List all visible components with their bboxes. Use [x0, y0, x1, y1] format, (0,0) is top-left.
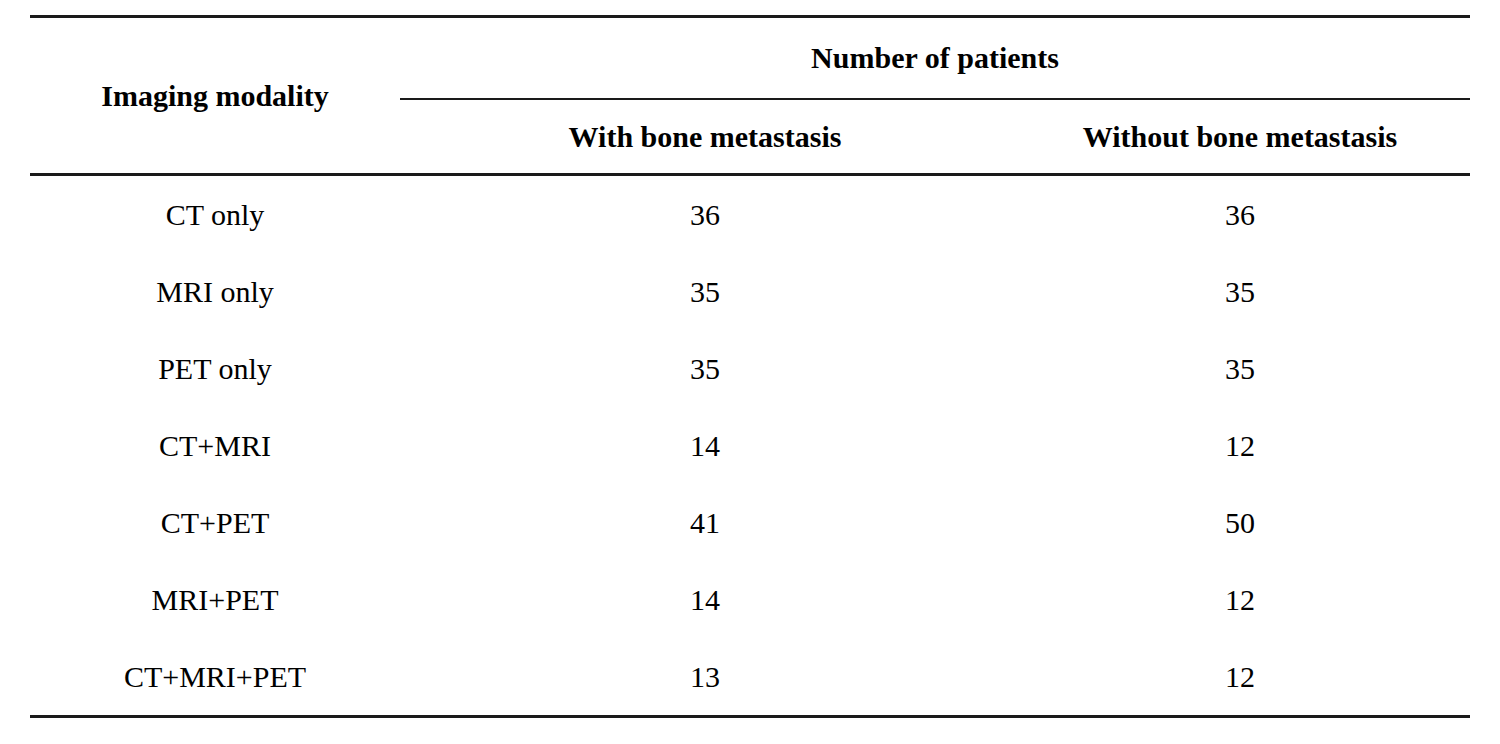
column-group-header-number-of-patients: Number of patients [400, 17, 1470, 100]
modality-cell: CT+MRI [30, 407, 400, 484]
modality-cell: CT+PET [30, 484, 400, 561]
with-metastasis-cell: 36 [400, 175, 1010, 254]
modality-cell: CT+MRI+PET [30, 638, 400, 717]
modality-cell: MRI only [30, 253, 400, 330]
table-row: CT+MRI 14 12 [30, 407, 1470, 484]
table-row: PET only 35 35 [30, 330, 1470, 407]
with-metastasis-cell: 14 [400, 561, 1010, 638]
modality-cell: MRI+PET [30, 561, 400, 638]
with-metastasis-cell: 13 [400, 638, 1010, 717]
modality-cell: PET only [30, 330, 400, 407]
table-header-group-row: Imaging modality Number of patients [30, 17, 1470, 100]
without-metastasis-cell: 12 [1010, 638, 1470, 717]
patients-by-modality-table-container: Imaging modality Number of patients With… [30, 15, 1470, 718]
without-metastasis-cell: 12 [1010, 561, 1470, 638]
column-header-imaging-modality: Imaging modality [30, 17, 400, 175]
table-row: MRI+PET 14 12 [30, 561, 1470, 638]
column-header-without-bone-metastasis: Without bone metastasis [1010, 99, 1470, 175]
table-header: Imaging modality Number of patients With… [30, 17, 1470, 175]
table-row: CT+PET 41 50 [30, 484, 1470, 561]
table-row: MRI only 35 35 [30, 253, 1470, 330]
without-metastasis-cell: 36 [1010, 175, 1470, 254]
without-metastasis-cell: 50 [1010, 484, 1470, 561]
patients-by-modality-table: Imaging modality Number of patients With… [30, 15, 1470, 718]
without-metastasis-cell: 35 [1010, 330, 1470, 407]
table-row: CT only 36 36 [30, 175, 1470, 254]
with-metastasis-cell: 14 [400, 407, 1010, 484]
table-body: CT only 36 36 MRI only 35 35 PET only 35… [30, 175, 1470, 717]
without-metastasis-cell: 35 [1010, 253, 1470, 330]
with-metastasis-cell: 35 [400, 330, 1010, 407]
without-metastasis-cell: 12 [1010, 407, 1470, 484]
with-metastasis-cell: 35 [400, 253, 1010, 330]
column-header-with-bone-metastasis: With bone metastasis [400, 99, 1010, 175]
table-row: CT+MRI+PET 13 12 [30, 638, 1470, 717]
modality-cell: CT only [30, 175, 400, 254]
with-metastasis-cell: 41 [400, 484, 1010, 561]
